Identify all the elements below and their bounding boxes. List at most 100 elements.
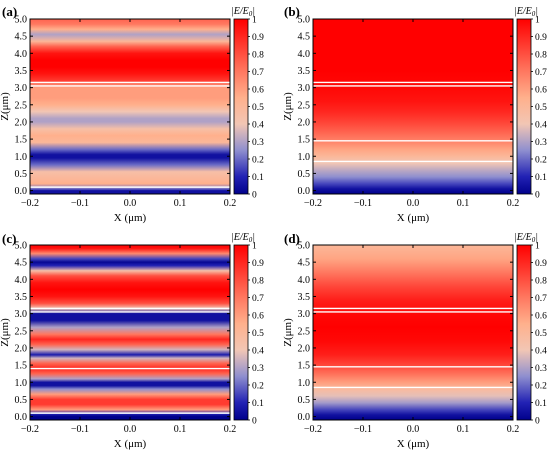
colorbar-tick-label: 0.8 (252, 277, 264, 287)
colorbar-tick-label: 0.2 (252, 382, 264, 392)
x-axis-label: X (μm) (397, 212, 430, 224)
x-tick-label: 0.0 (124, 198, 137, 209)
y-axis-label: Z(μm) (282, 318, 294, 347)
x-tick-label: −0.1 (354, 424, 372, 435)
colorbar-tick-label: 0.8 (252, 51, 264, 61)
panel-label: (b) (284, 4, 300, 19)
colorbar-tick-label: 0.7 (252, 68, 264, 78)
colorbar-tick-label: 0.8 (535, 277, 547, 287)
panels: 0.0 0.5 1.0 1.5 2.0 2.5 3.0 3.5 4.0 4.5 5.0 −0.2 −0.… (0, 4, 547, 450)
colorbar-tick-label: 0.5 (535, 103, 547, 113)
y-tick-label: 1.5 (15, 361, 28, 372)
x-tick-label: 0.1 (457, 424, 470, 435)
y-tick-label: 1.0 (15, 152, 28, 163)
x-tick-label: 0.0 (407, 424, 420, 435)
colorbar-tick-label: 0.9 (535, 259, 547, 269)
y-tick-label: 0.0 (298, 186, 311, 197)
y-tick-label: 4.0 (15, 49, 28, 60)
y-tick-label: 4.0 (298, 275, 311, 286)
y-tick-label: 4.5 (15, 32, 28, 43)
colorbar-tick-label: 0.7 (535, 294, 547, 304)
colorbar-tick-label: 0.2 (535, 382, 547, 392)
colorbar-tick-label: 0 (535, 191, 540, 201)
y-tick-label: 1.0 (15, 378, 28, 389)
y-tick-label: 4.0 (298, 49, 311, 60)
colorbar-tick-label: 0.1 (535, 399, 547, 409)
y-tick-label: 4.5 (298, 32, 311, 43)
y-tick-label: 5.0 (298, 241, 311, 252)
y-tick-label: 2.5 (298, 326, 311, 337)
colorbar-title: |E/E0| (231, 232, 255, 244)
y-tick-label: 2.5 (298, 100, 311, 111)
y-tick-label: 3.0 (298, 83, 311, 94)
y-tick-label: 3.0 (15, 83, 28, 94)
y-tick-label: 0.5 (298, 395, 311, 406)
colorbar-tick-label: 0.7 (252, 294, 264, 304)
panel-1: 0.0 0.5 1.0 1.5 2.0 2.5 3.0 3.5 4.0 4.5 5.0 −0.2 −0.… (282, 4, 547, 224)
x-tick-label: 0.1 (174, 424, 187, 435)
y-tick-label: 0.0 (298, 412, 311, 423)
x-tick-label: −0.1 (71, 198, 89, 209)
colorbar-tick-label: 0.9 (535, 33, 547, 43)
y-tick-label: 1.0 (298, 152, 311, 163)
x-axis-label: X (μm) (114, 212, 147, 224)
y-tick-label: 4.5 (15, 258, 28, 269)
x-tick-label: 0.2 (224, 198, 237, 209)
x-axis-label: X (μm) (114, 438, 147, 450)
y-tick-label: 0.5 (15, 169, 28, 180)
x-tick-label: 0.1 (457, 198, 470, 209)
y-tick-label: 0.5 (15, 395, 28, 406)
colorbar-tick-label: 0.5 (252, 103, 264, 113)
x-tick-label: 0.2 (507, 198, 520, 209)
y-tick-label: 5.0 (298, 15, 311, 26)
y-tick-label: 1.5 (298, 361, 311, 372)
colorbar-tick-label: 0.2 (252, 156, 264, 166)
panel-label: (a) (2, 4, 17, 19)
colorbar-tick-label: 0 (252, 191, 257, 201)
panel-label: (d) (284, 231, 300, 246)
heatmap-field (30, 19, 230, 194)
x-tick-label: 0.2 (224, 424, 237, 435)
y-tick-label: 2.5 (15, 326, 28, 337)
colorbar-title: |E/E0| (514, 6, 538, 18)
y-tick-label: 2.0 (298, 117, 311, 128)
x-tick-label: 0.0 (407, 198, 420, 209)
heatmap-field (313, 245, 513, 420)
y-tick-label: 3.0 (15, 309, 28, 320)
panel-label: (c) (2, 231, 16, 246)
colorbar-tick-label: 0.8 (535, 51, 547, 61)
colorbar-tick-label: 0.6 (535, 86, 547, 96)
y-tick-label: 3.5 (298, 66, 311, 77)
colorbar (516, 244, 532, 421)
colorbar-tick-label: 0.9 (252, 33, 264, 43)
colorbar-tick-label: 0.1 (252, 173, 264, 183)
y-tick-label: 3.0 (298, 309, 311, 320)
colorbar-tick-label: 0.6 (252, 86, 264, 96)
colorbar-tick-label: 0.9 (252, 259, 264, 269)
colorbar-tick-label: 1 (535, 242, 540, 252)
colorbar-tick-label: 0.7 (535, 68, 547, 78)
colorbar-tick-label: 0.6 (252, 312, 264, 322)
colorbar-tick-label: 0.5 (535, 329, 547, 339)
y-tick-label: 5.0 (15, 241, 28, 252)
colorbar-tick-label: 0.5 (252, 329, 264, 339)
x-tick-label: 0.1 (174, 198, 187, 209)
y-tick-label: 4.0 (15, 275, 28, 286)
colorbar-tick-label: 1 (535, 16, 540, 26)
colorbar-tick-label: 0 (535, 417, 540, 427)
colorbar-tick-label: 0.3 (535, 138, 547, 148)
y-tick-label: 1.5 (298, 135, 311, 146)
panel-2: 0.0 0.5 1.0 1.5 2.0 2.5 3.0 3.5 4.0 4.5 5.0 −0.2 −0.… (0, 231, 264, 450)
y-tick-label: 1.5 (15, 135, 28, 146)
colorbar-tick-label: 0.4 (252, 347, 264, 357)
x-tick-label: 0.0 (124, 424, 137, 435)
y-axis-label: Z(μm) (282, 92, 294, 121)
colorbar-tick-label: 0.1 (252, 399, 264, 409)
y-tick-label: 4.5 (298, 258, 311, 269)
y-tick-label: 2.5 (15, 100, 28, 111)
y-tick-label: 2.0 (15, 117, 28, 128)
y-tick-label: 3.5 (15, 292, 28, 303)
heatmap-field (30, 245, 230, 420)
colorbar-title: |E/E0| (231, 6, 255, 18)
